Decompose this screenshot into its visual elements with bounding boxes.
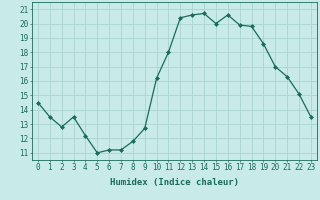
X-axis label: Humidex (Indice chaleur): Humidex (Indice chaleur) xyxy=(110,178,239,187)
